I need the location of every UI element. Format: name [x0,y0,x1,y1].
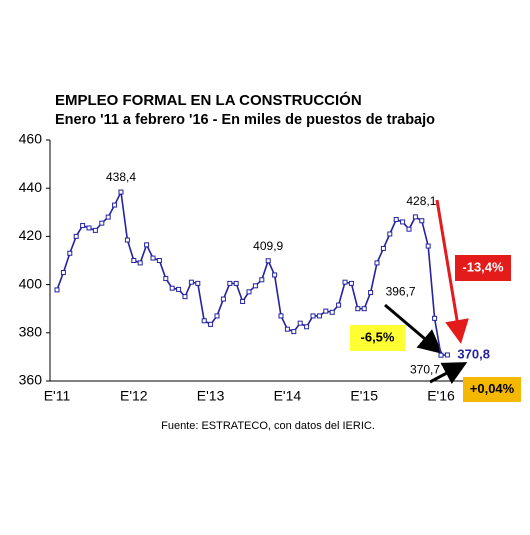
marker [233,280,239,286]
marker [188,279,194,285]
marker [310,313,316,319]
marker [214,313,220,319]
annotation-box [463,377,521,402]
marker [316,313,322,319]
marker [86,225,92,231]
marker [348,280,354,286]
x-tick-label: E'15 [350,388,378,404]
value-label: 370,8 [457,346,490,361]
marker [105,214,111,220]
marker [92,227,98,233]
marker [291,329,297,335]
marker [406,226,412,232]
marker [425,243,431,249]
y-tick-label: 440 [19,179,43,195]
marker [67,250,73,256]
marker [380,245,386,251]
chart-title: EMPLEO FORMAL EN LA CONSTRUCCIÓN [55,91,362,109]
x-tick-label: E'12 [120,388,148,404]
marker [54,287,60,293]
marker [73,233,79,239]
y-tick-label: 360 [19,372,43,388]
marker [393,217,399,223]
marker [201,318,207,324]
marker [368,290,374,296]
marker [169,285,175,291]
value-label: 370,7 [410,362,440,376]
marker [246,289,252,295]
arrow [384,303,443,354]
marker [387,231,393,237]
marker [432,315,438,321]
marker [99,220,105,226]
marker [412,214,418,220]
chart-subtitle: Enero '11 a febrero '16 - En miles de pu… [55,112,435,128]
marker [278,313,284,319]
marker [342,279,348,285]
marker [150,255,156,261]
marker [182,294,188,300]
marker [220,296,226,302]
marker [361,306,367,312]
marker [323,308,329,314]
marker [374,260,380,266]
marker [304,324,310,330]
marker [156,258,162,263]
annotation: +0,04% [470,381,515,396]
y-tick-label: 380 [19,324,43,340]
marker [137,260,143,266]
marker [265,258,271,264]
annotation: -13,4% [462,259,504,274]
marker [444,352,450,358]
marker [284,326,290,332]
value-label: 409,9 [253,239,283,253]
value-label: 438,4 [106,170,136,184]
marker [329,309,335,315]
marker [252,283,258,289]
marker [144,242,150,248]
x-tick-label: E'14 [274,388,302,404]
marker [400,219,406,225]
y-tick-label: 460 [19,131,43,147]
value-label: 428,1 [406,194,436,208]
arrow [429,362,468,385]
marker [272,272,278,278]
annotation-box [455,255,511,281]
marker [240,298,246,304]
y-tick-label: 420 [19,227,43,243]
annotation-box [350,325,405,351]
marker [118,189,124,195]
x-tick-label: E'11 [44,388,71,404]
marker [208,321,214,327]
marker [124,237,130,243]
marker [297,320,303,326]
marker [355,306,361,312]
x-tick-label: E'16 [427,388,455,404]
annotation: -6,5% [361,329,395,344]
marker [80,223,86,229]
marker [60,270,66,276]
value-label: 396,7 [386,285,416,299]
marker [176,286,182,292]
marker [419,218,425,224]
marker [195,280,201,286]
marker [112,202,118,208]
marker [227,280,233,286]
x-tick-label: E'13 [197,388,225,404]
marker [163,276,169,282]
marker [438,352,444,358]
source: Fuente: ESTRATECO, con datos del IERIC. [161,420,375,432]
marker [336,302,342,308]
y-tick-label: 400 [19,275,43,291]
arrow [435,199,469,344]
marker [131,258,137,263]
marker [259,277,265,283]
